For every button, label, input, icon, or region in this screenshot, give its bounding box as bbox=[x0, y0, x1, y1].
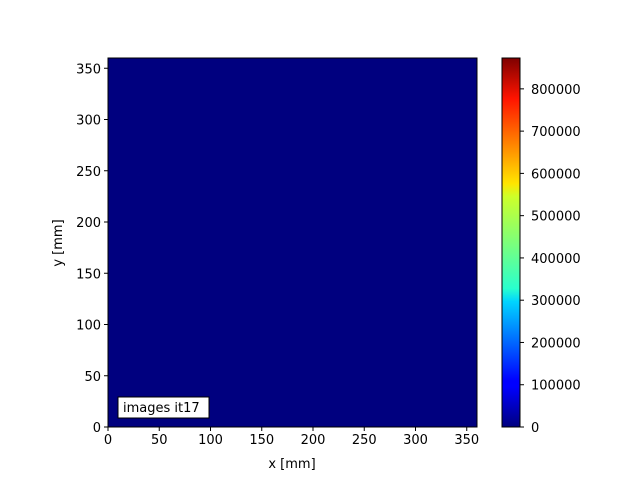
colorbar-tick-label: 100000 bbox=[531, 379, 581, 394]
y-axis: 0 50 100 150 200 250 300 350 bbox=[76, 62, 108, 436]
y-tick-label: 0 bbox=[93, 421, 101, 436]
y-tick-label: 150 bbox=[76, 267, 101, 282]
x-tick-label: 350 bbox=[454, 433, 479, 448]
y-axis-label: y [mm] bbox=[51, 219, 66, 266]
x-axis-label: x [mm] bbox=[268, 457, 315, 472]
colorbar-tick-label: 0 bbox=[531, 421, 539, 436]
colorbar-tick-label: 200000 bbox=[531, 336, 581, 351]
x-tick-label: 50 bbox=[151, 433, 168, 448]
heatmap-image bbox=[108, 58, 477, 427]
annotation-box: images it17 bbox=[117, 396, 210, 419]
colorbar-tick-label: 500000 bbox=[531, 210, 581, 225]
x-tick-label: 300 bbox=[403, 433, 428, 448]
colorbar-tick-label: 600000 bbox=[531, 167, 581, 182]
y-tick-label: 250 bbox=[76, 165, 101, 180]
y-tick-label: 200 bbox=[76, 216, 101, 231]
x-tick-label: 250 bbox=[352, 433, 377, 448]
x-tick-label: 200 bbox=[301, 433, 326, 448]
colorbar bbox=[501, 57, 521, 428]
plot-frame bbox=[107, 57, 478, 428]
colorbar-axis: 0 100000 200000 300000 400000 500000 600000 700… bbox=[520, 83, 581, 436]
colorbar-tick-label: 300000 bbox=[531, 294, 581, 309]
colorbar-tick-label: 700000 bbox=[531, 125, 581, 140]
x-axis: 0 50 100 150 200 250 300 350 bbox=[104, 427, 479, 448]
colorbar-tick-label: 400000 bbox=[531, 252, 581, 267]
x-tick-label: 0 bbox=[104, 433, 112, 448]
colorbar-tick-label: 800000 bbox=[531, 83, 581, 98]
y-tick-label: 350 bbox=[76, 62, 101, 77]
x-tick-label: 100 bbox=[198, 433, 223, 448]
y-tick-label: 100 bbox=[76, 319, 101, 334]
x-tick-label: 150 bbox=[249, 433, 274, 448]
y-tick-label: 50 bbox=[84, 370, 101, 385]
y-tick-label: 300 bbox=[76, 114, 101, 129]
annotation-text: images it17 bbox=[123, 401, 200, 416]
